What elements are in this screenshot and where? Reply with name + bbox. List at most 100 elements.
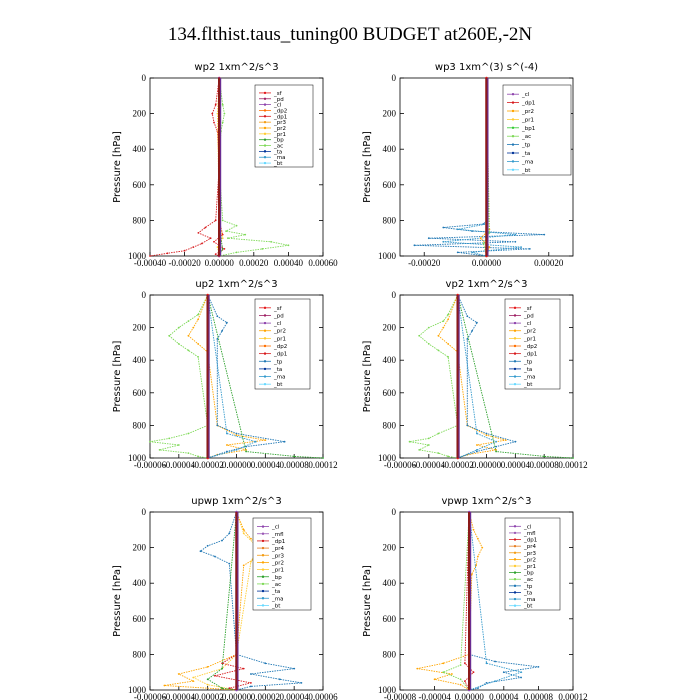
series-point-bp xyxy=(245,450,248,453)
x-tick-label: 0.00000 xyxy=(455,692,485,700)
series-line-ma xyxy=(207,294,258,459)
series-point-ma xyxy=(476,432,478,435)
x-tick-label: 0.00004 xyxy=(489,692,519,700)
series-point-ac xyxy=(149,440,151,443)
legend-marker xyxy=(513,525,517,528)
series-point-ac xyxy=(227,237,229,240)
series-line-dp1 xyxy=(214,512,252,691)
legend-label: _bt xyxy=(523,604,533,610)
series-point-tp xyxy=(477,687,479,690)
series-point-ac xyxy=(244,233,247,236)
series-point-tp xyxy=(221,539,224,542)
series-point-ac xyxy=(177,343,180,345)
series-point-dp1 xyxy=(183,249,186,252)
legend-label: _pr2 xyxy=(273,329,286,335)
x-tick-label: -0.00004 xyxy=(413,460,446,470)
series-point-tp xyxy=(214,555,216,558)
series-point-dp1 xyxy=(472,671,475,674)
x-tick-label: 0.00012 xyxy=(308,460,337,470)
y-tick-label: 1000 xyxy=(378,251,397,261)
series-point-ac xyxy=(459,664,462,666)
series-point-dp1 xyxy=(242,667,245,670)
series-point-tp xyxy=(226,321,228,324)
series-point-tp xyxy=(502,671,505,674)
x-tick-label: -0.00004 xyxy=(163,460,196,470)
legend-label: _ma xyxy=(273,155,285,161)
y-tick-label: 400 xyxy=(133,578,147,588)
series-point-tp xyxy=(216,315,219,318)
y-tick-label: 1000 xyxy=(128,685,147,695)
series-point-pr2 xyxy=(250,537,252,540)
series-point-pr2 xyxy=(451,673,453,675)
series-point-ac xyxy=(442,671,445,674)
y-tick-label: 400 xyxy=(383,144,397,154)
x-tick-label: -0.00002 xyxy=(442,460,474,470)
x-tick-label: 0.00008 xyxy=(524,692,554,700)
y-tick-label: 200 xyxy=(383,109,397,119)
series-point-ac xyxy=(187,432,190,435)
series-point-sf xyxy=(214,253,217,256)
series-point-ma xyxy=(485,662,488,665)
chart-panel-5: vpwp 1xm^2/s^3 Pressure [hPa] 0 200 400 600 80… xyxy=(362,496,588,700)
series-point-pr2 xyxy=(197,318,200,321)
chart-panel-3: vp2 1xm^2/s^3 Pressure [hPa] 0 200 400 600 800… xyxy=(362,279,588,470)
legend-marker xyxy=(261,568,265,571)
series-point-tp xyxy=(456,251,459,254)
legend-label: _sf xyxy=(273,306,283,312)
y-tick-label: 600 xyxy=(133,614,147,624)
series-point-ma xyxy=(495,440,497,443)
series-point-ac xyxy=(418,449,421,451)
series-point-tp xyxy=(216,338,219,340)
x-tick-label: 0.00000 xyxy=(222,692,252,700)
legend-label: _pd xyxy=(523,313,534,319)
series-point-tp xyxy=(520,676,522,679)
series-point-ac xyxy=(197,455,200,458)
series-point-dp1 xyxy=(197,232,200,234)
legend-marker xyxy=(261,532,265,535)
series-point-pr2 xyxy=(447,343,449,345)
series-point-ac xyxy=(488,232,491,234)
series-point-tp xyxy=(235,432,238,435)
legend-label: _ma xyxy=(523,597,535,603)
legend-label: _dp2 xyxy=(273,344,287,350)
legend-marker xyxy=(513,544,517,548)
series-point-ac xyxy=(168,334,171,337)
legend-marker xyxy=(513,564,517,568)
legend-label: _bt xyxy=(273,382,283,388)
legend-marker xyxy=(513,375,517,378)
series-point-tp xyxy=(543,233,546,236)
series-point-tp xyxy=(293,667,296,670)
series-point-sf xyxy=(213,240,215,243)
legend-marker xyxy=(263,126,267,130)
y-tick-label: 800 xyxy=(133,420,147,430)
panels: wp2 1xm^2/s^3 Pressure [hPa] 0 200 400 600 800… xyxy=(112,62,588,700)
panel-title: up2 1xm^2/s^3 xyxy=(195,279,277,290)
series-point-pr2 xyxy=(187,334,190,337)
series-point-ac xyxy=(442,320,445,322)
x-tick-label: 0.00060 xyxy=(308,258,338,268)
series-point-ma xyxy=(514,233,517,236)
series-point-dp1 xyxy=(211,112,214,115)
series-point-tp xyxy=(494,660,496,663)
legend-label: _cl xyxy=(523,524,532,530)
y-tick-label: 0 xyxy=(142,290,147,300)
series-point-tp xyxy=(537,666,540,668)
y-tick-label: 800 xyxy=(383,215,397,225)
series-point-tp xyxy=(228,562,231,565)
x-tick-label: -0.00008 xyxy=(384,692,417,700)
legend-label: _pr1 xyxy=(271,568,284,574)
series-point-pr2 xyxy=(477,537,479,540)
series-line-ma xyxy=(443,78,522,257)
series-point-pr1 xyxy=(242,532,245,535)
legend-label: _pr1 xyxy=(523,336,536,342)
series-point-ac xyxy=(437,452,440,454)
legend-label: _mfl xyxy=(271,532,284,538)
y-tick-label: 0 xyxy=(392,290,397,300)
y-axis-label: Pressure [hPa] xyxy=(362,341,373,413)
legend-marker xyxy=(511,160,515,163)
y-tick-label: 400 xyxy=(133,144,147,154)
legend-label: _tp xyxy=(523,584,533,590)
legend-marker xyxy=(263,138,267,141)
legend-marker xyxy=(513,571,517,574)
